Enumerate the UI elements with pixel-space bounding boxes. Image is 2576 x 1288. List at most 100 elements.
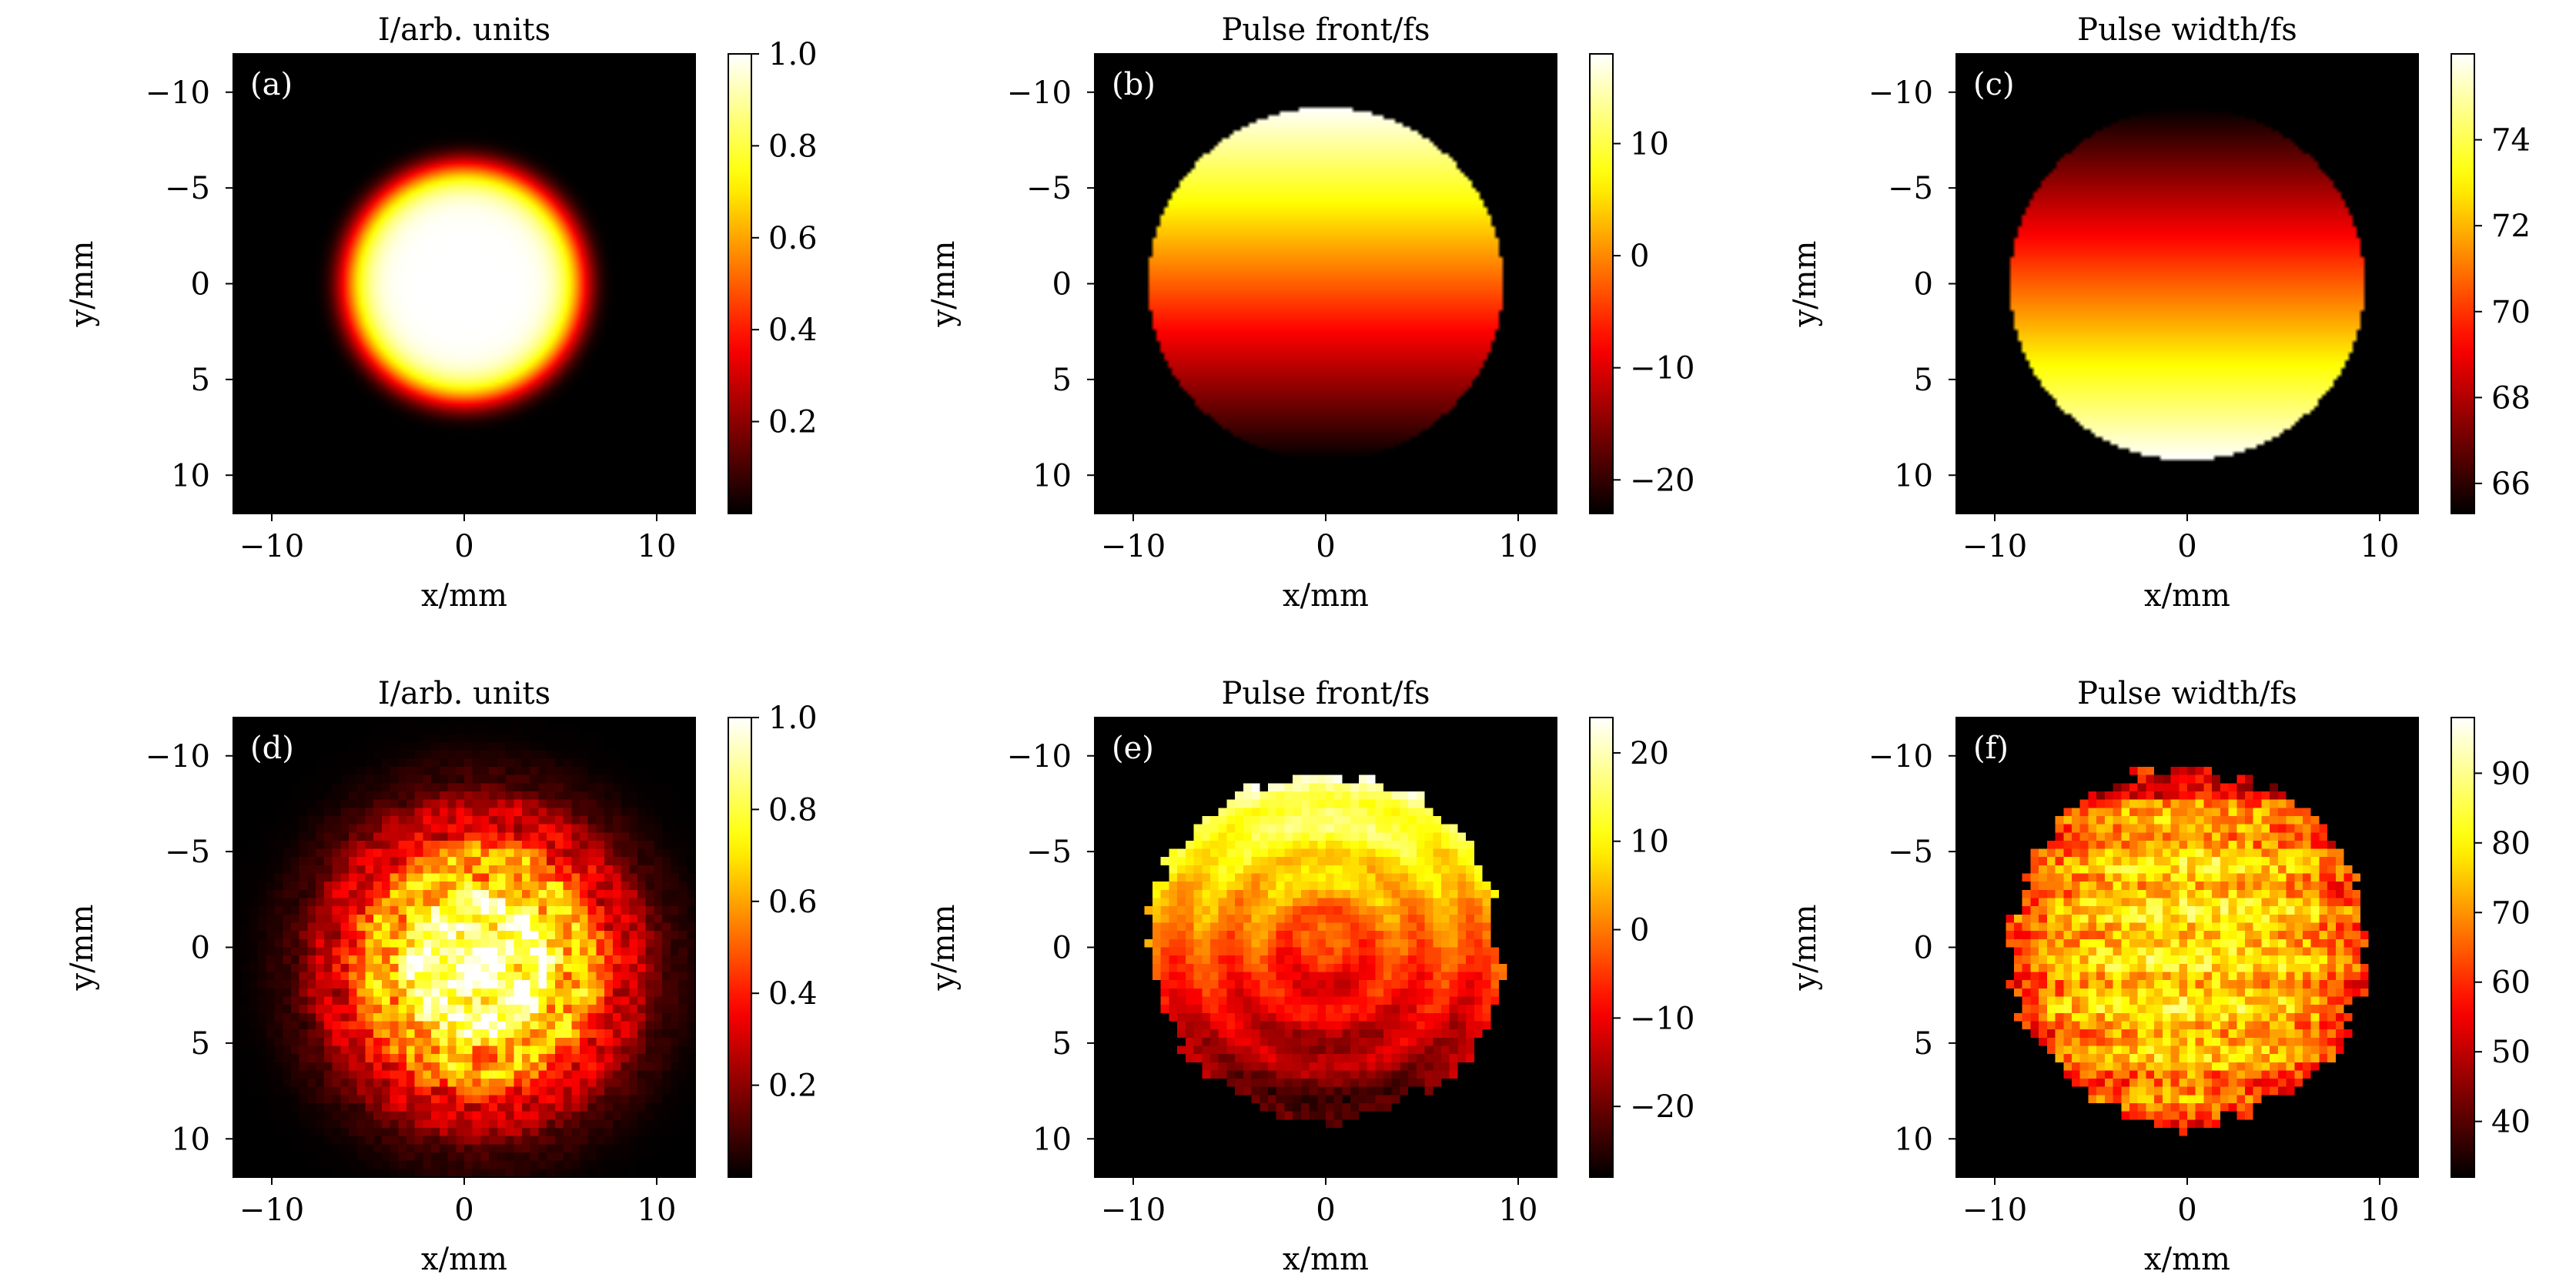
panel-title: I/arb. units <box>378 12 550 48</box>
colorbar-tick-label: 0 <box>1630 913 1649 948</box>
x-tick-label: 10 <box>1499 529 1538 564</box>
y-tick-label: −5 <box>1026 171 1072 206</box>
colorbar-tick-label: 10 <box>1630 126 1669 162</box>
colorbar-tick-label: 0.8 <box>768 792 818 828</box>
y-tick-label: 5 <box>1914 363 1933 398</box>
colorbar-tick-label: 50 <box>2491 1035 2531 1070</box>
y-tick-label: 0 <box>1914 931 1933 966</box>
panel-label: (d) <box>250 731 294 766</box>
y-axis-label: y/mm <box>65 241 100 328</box>
panel-title: Pulse width/fs <box>2077 12 2297 48</box>
x-tick-label: 10 <box>2360 1193 2400 1228</box>
panel-f: Pulse width/fs (f) −10 0 10 −10 −5 0 5 10 x/mm y/mm… <box>1788 676 2531 1277</box>
y-tick-label: 10 <box>1894 1122 1933 1157</box>
y-tick-label: 0 <box>1052 267 1072 303</box>
panel-title: Pulse front/fs <box>1221 12 1430 48</box>
colorbar-tick-label: 80 <box>2491 826 2531 861</box>
colorbar-tick-label: 20 <box>1630 736 1669 771</box>
y-tick-label: −5 <box>165 171 210 206</box>
panel-a: I/arb. units (a) −10 0 10 −10 −5 0 5 10 x/mm y/mm 0.… <box>65 12 818 614</box>
y-axis-label: y/mm <box>1788 241 1823 328</box>
panel-title: Pulse front/fs <box>1221 676 1430 711</box>
x-tick-label: 0 <box>2177 529 2196 564</box>
panel-label: (a) <box>250 67 293 102</box>
y-axis-label: y/mm <box>926 905 962 992</box>
y-axis-label: y/mm <box>65 905 100 992</box>
colorbar-tick-label: 70 <box>2491 295 2531 330</box>
x-tick-label: 10 <box>2360 529 2400 564</box>
panel-d: I/arb. units (d) −10 0 10 −10 −5 0 5 10 x/mm y/mm 0.… <box>65 676 818 1277</box>
y-tick-label: 5 <box>191 363 210 398</box>
colorbar-tick-label: 66 <box>2491 467 2531 502</box>
colorbar-tick-label: 90 <box>2491 756 2531 791</box>
x-tick-label: −10 <box>239 1193 304 1228</box>
x-tick-label: 0 <box>2177 1193 2196 1228</box>
y-tick-label: 0 <box>1052 931 1072 966</box>
x-tick-label: 0 <box>1316 529 1335 564</box>
y-tick-label: −5 <box>1888 171 1933 206</box>
x-tick-label: −10 <box>1101 1193 1166 1228</box>
colorbar <box>728 717 752 1178</box>
y-tick-label: −10 <box>146 739 210 774</box>
colorbar-tick-label: 0 <box>1630 239 1649 274</box>
colorbar-tick-label: 0.4 <box>768 313 818 348</box>
colorbar-tick-label: 0.8 <box>768 129 818 164</box>
colorbar-tick-label: 0.6 <box>768 885 818 920</box>
colorbar-tick-label: −20 <box>1630 1089 1694 1125</box>
colorbar-tick-label: 0.2 <box>768 1069 818 1104</box>
heatmap-image <box>233 54 695 514</box>
colorbar-tick-label: 0.2 <box>768 405 818 440</box>
y-tick-label: 10 <box>171 458 210 493</box>
y-tick-label: 10 <box>1032 1122 1072 1157</box>
colorbar-tick-label: 68 <box>2491 380 2531 416</box>
colorbar-tick-label: −20 <box>1630 463 1694 498</box>
y-tick-label: −10 <box>1868 739 1933 774</box>
panel-b: Pulse front/fs (b) −10 0 10 −10 −5 0 5 10 x/mm y/mm… <box>926 12 1694 614</box>
colorbar-tick-label: 70 <box>2491 895 2531 931</box>
x-tick-label: 0 <box>1316 1193 1335 1228</box>
panel-e: Pulse front/fs (e) −10 0 10 −10 −5 0 5 10 x/mm y/mm… <box>926 676 1694 1277</box>
panel-label: (e) <box>1112 731 1154 766</box>
x-tick-label: 10 <box>637 529 677 564</box>
heatmap-image <box>1095 54 1557 514</box>
panel-c: Pulse width/fs (c) −10 0 10 −10 −5 0 5 10 x/mm y/mm… <box>1788 12 2531 614</box>
y-tick-label: 0 <box>191 931 210 966</box>
colorbar-tick-label: 10 <box>1630 825 1669 860</box>
x-tick-label: −10 <box>1962 1193 2027 1228</box>
colorbar-tick-label: 0.6 <box>768 221 818 256</box>
y-tick-label: 10 <box>171 1122 210 1157</box>
y-tick-label: 5 <box>1914 1026 1933 1062</box>
x-axis-label: x/mm <box>421 1242 507 1277</box>
y-tick-label: 5 <box>1052 363 1072 398</box>
colorbar-tick-label: 0.4 <box>768 976 818 1012</box>
x-tick-label: 0 <box>454 529 473 564</box>
y-tick-label: 0 <box>191 267 210 303</box>
colorbar <box>2451 717 2475 1178</box>
y-tick-label: 5 <box>191 1026 210 1062</box>
panel-title: Pulse width/fs <box>2077 676 2297 711</box>
y-tick-label: −10 <box>1007 739 1072 774</box>
y-tick-label: −10 <box>1868 75 1933 111</box>
colorbar-tick-label: 40 <box>2491 1105 2531 1140</box>
heatmap-image <box>233 718 695 1177</box>
colorbar <box>1589 53 1614 514</box>
colorbar-tick-label: 1.0 <box>768 701 818 736</box>
panel-label: (b) <box>1112 67 1156 102</box>
x-tick-label: −10 <box>1962 529 2027 564</box>
panel-label: (c) <box>1973 67 2015 102</box>
x-axis-label: x/mm <box>2144 578 2230 614</box>
x-tick-label: 0 <box>454 1193 473 1228</box>
heatmap-image <box>1095 718 1557 1177</box>
x-axis-label: x/mm <box>1283 1242 1369 1277</box>
y-axis-label: y/mm <box>1788 905 1823 992</box>
x-tick-label: 10 <box>637 1193 677 1228</box>
x-tick-label: 10 <box>1499 1193 1538 1228</box>
y-tick-label: 10 <box>1894 458 1933 493</box>
y-tick-label: −5 <box>165 835 210 870</box>
x-axis-label: x/mm <box>421 578 507 614</box>
panel-title: I/arb. units <box>378 676 550 711</box>
heatmap-image <box>1956 718 2418 1177</box>
x-tick-label: −10 <box>239 529 304 564</box>
colorbar-tick-label: 72 <box>2491 209 2531 244</box>
y-tick-label: 5 <box>1052 1026 1072 1062</box>
